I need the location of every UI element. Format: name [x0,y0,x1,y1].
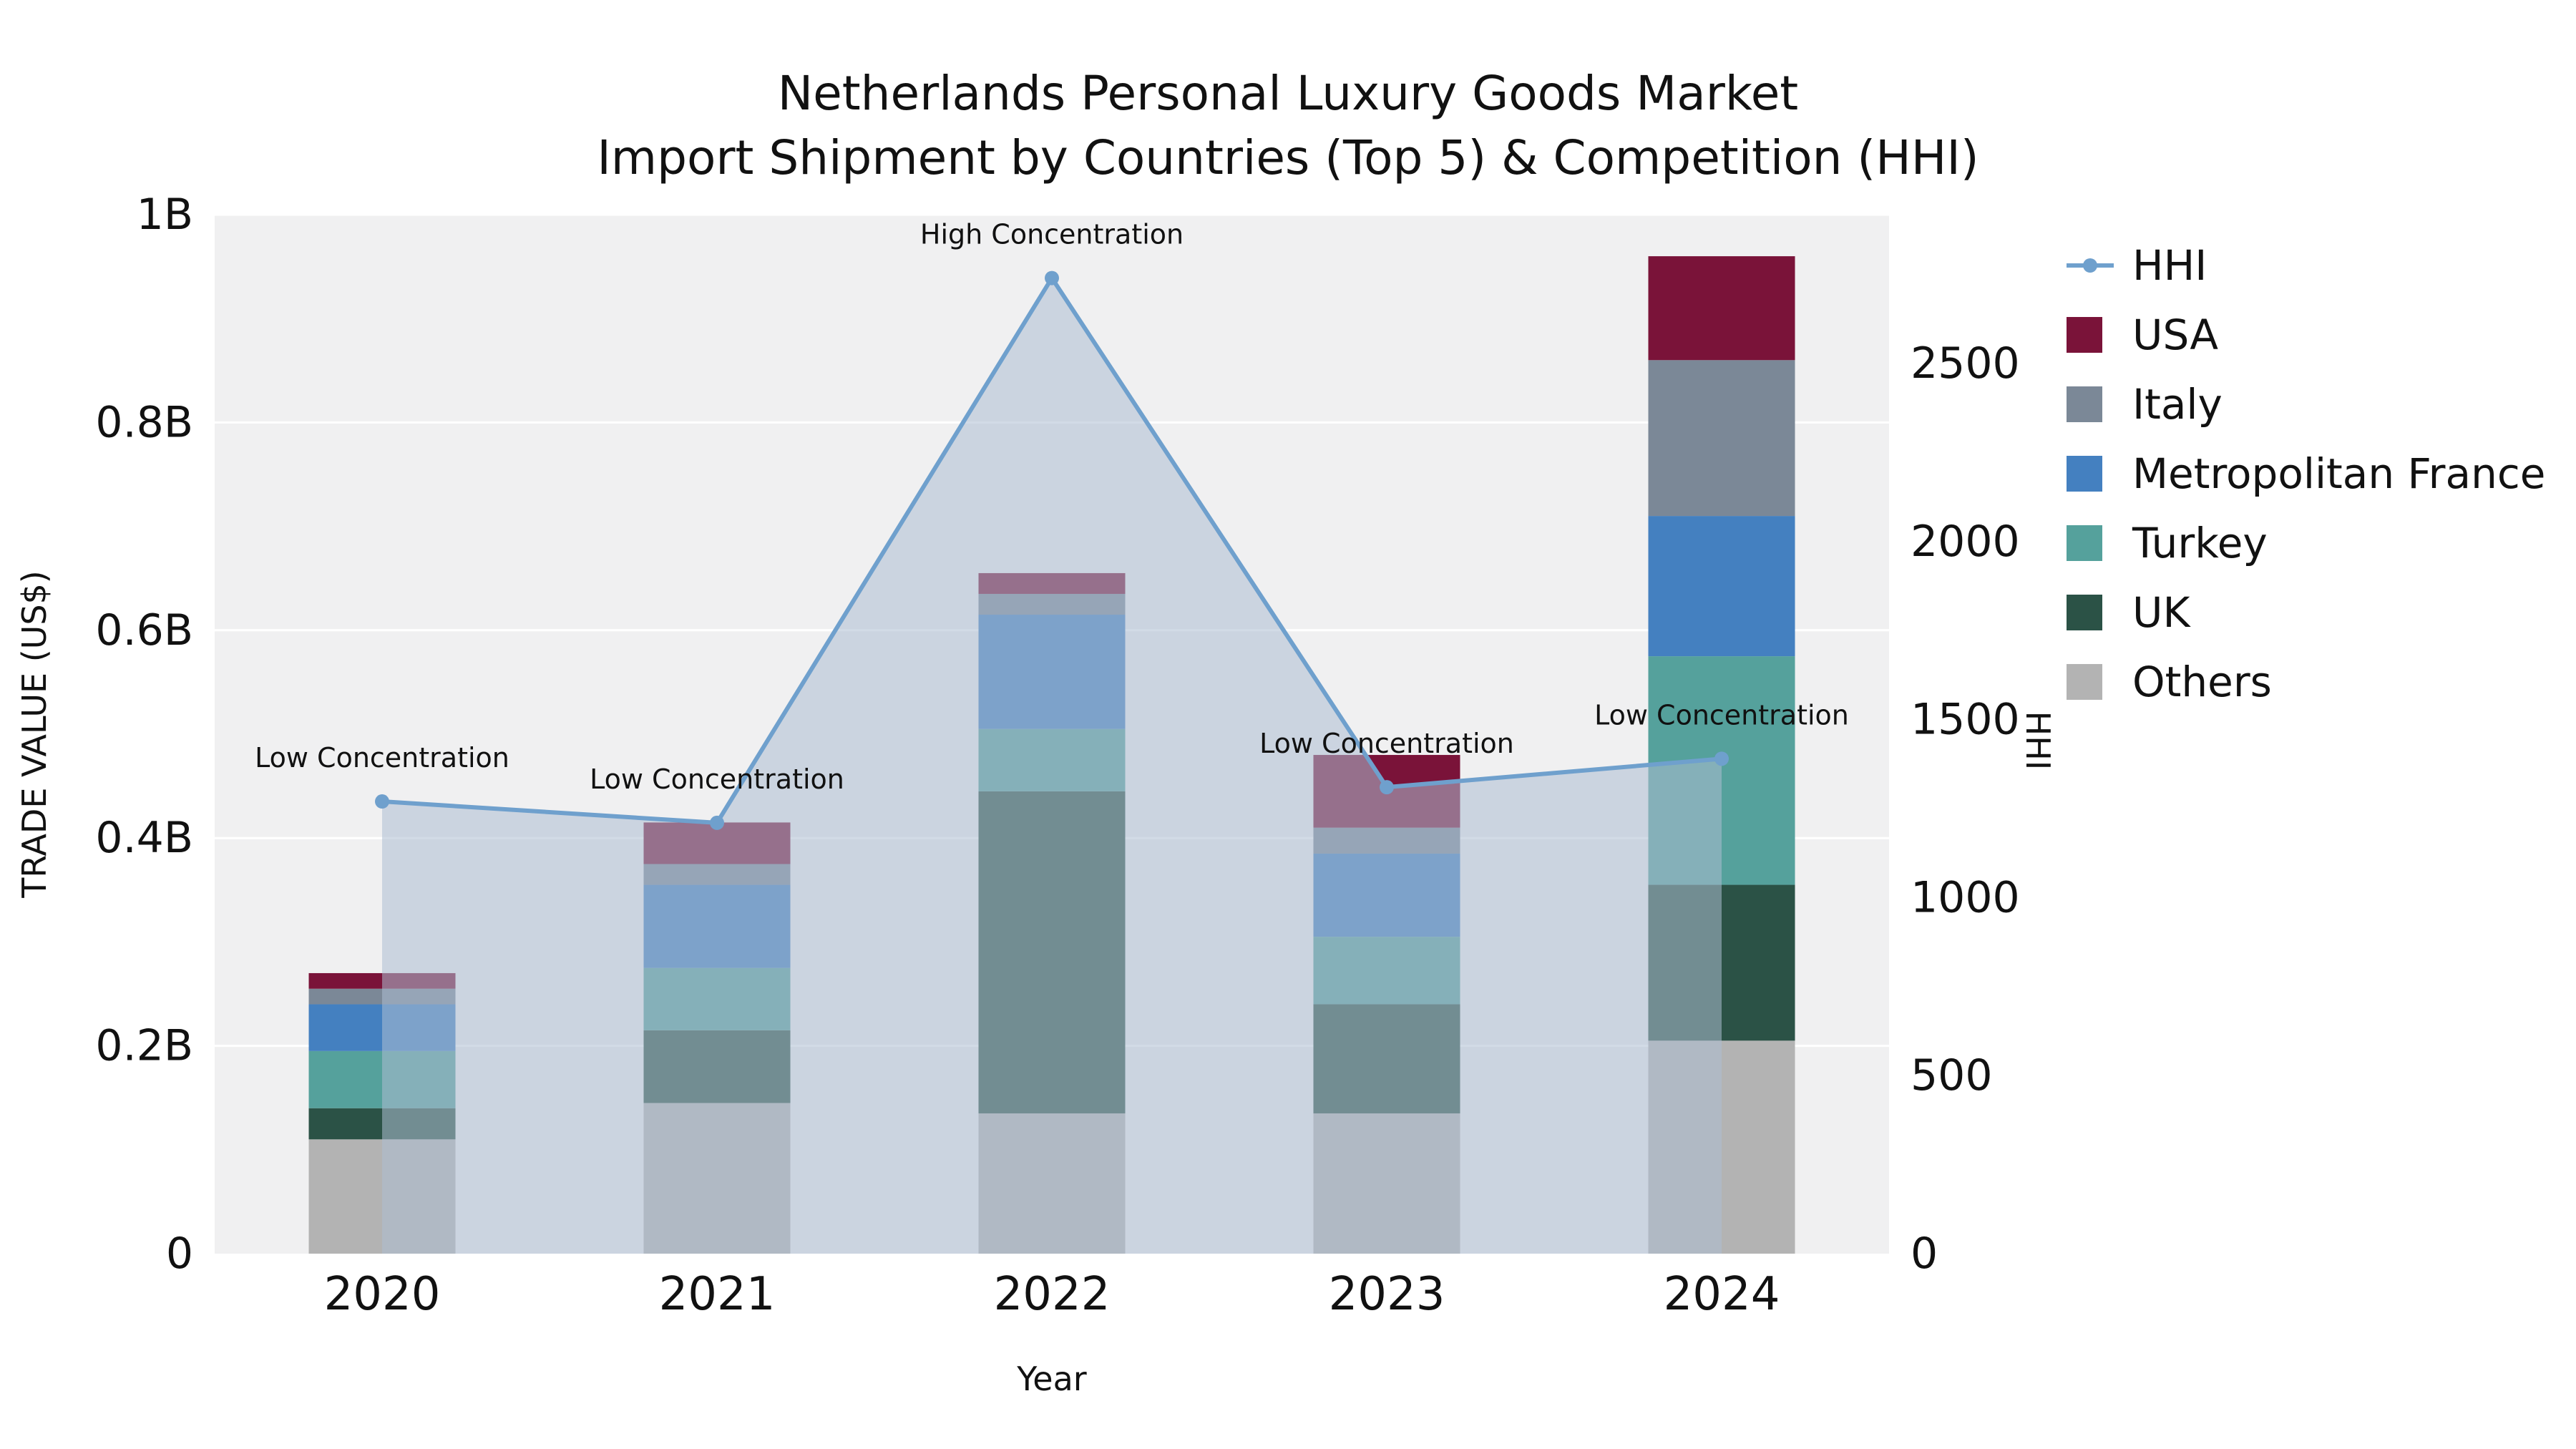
legend-label: UK [2132,587,2190,637]
legend-item-metropolitan-france[interactable]: Metropolitan France [2067,439,2545,508]
hhi-marker-2020 [375,794,389,809]
chart-title-line2: Import Shipment by Countries (Top 5) & C… [597,130,1979,185]
y-left-tick-0.2B: 0.2B [95,1021,193,1071]
hhi-marker-2023 [1380,780,1394,795]
legend-item-turkey[interactable]: Turkey [2067,508,2545,577]
hhi-marker-2022 [1045,270,1059,286]
legend-item-italy[interactable]: Italy [2067,369,2545,439]
y-right-tick-0: 0 [1911,1229,1938,1279]
y-left-tick-0.8B: 0.8B [95,397,193,447]
y-right-tick-2500: 2500 [1911,338,2020,389]
legend-swatch-usa [2067,316,2114,353]
x-tick-2021: 2021 [659,1268,776,1321]
bar-segment-2024-italy [1648,360,1795,517]
annotation-2022: High Concentration [920,219,1184,250]
y-left-tick-0.4B: 0.4B [95,813,193,863]
y-left-tick-1B: 1B [137,190,193,240]
hhi-marker-2024 [1714,751,1729,766]
legend-item-hhi[interactable]: HHI [2067,230,2545,300]
chart-title-line1: Netherlands Personal Luxury Goods Market [777,66,1799,121]
legend-swatch-italy [2067,386,2114,422]
x-tick-2022: 2022 [994,1268,1111,1321]
y-left-tick-0.6B: 0.6B [95,605,193,655]
legend-swatch-metropolitan-france [2067,455,2114,492]
annotation-2021: Low Concentration [590,763,844,795]
legend-label: USA [2132,310,2219,359]
annotation-2023: Low Concentration [1259,728,1514,759]
bar-segment-2024-usa [1648,256,1795,361]
y-right-tick-2000: 2000 [1911,517,2020,567]
legend-item-others[interactable]: Others [2067,647,2545,716]
legend-swatch-turkey [2067,525,2114,561]
y-left-tick-0: 0 [166,1229,193,1279]
legend-swatch-others [2067,663,2114,700]
legend-label: Others [2132,657,2272,706]
annotation-2020: Low Concentration [255,742,509,774]
x-tick-2023: 2023 [1329,1268,1445,1321]
legend-label: Italy [2132,379,2223,429]
chart-title: Netherlands Personal Luxury Goods Market… [0,62,2576,190]
legend-label: HHI [2132,240,2207,290]
y-right-tick-1000: 1000 [1911,872,2020,922]
legend-item-usa[interactable]: USA [2067,300,2545,369]
y-right-tick-1500: 1500 [1911,695,2020,745]
legend-swatch-uk [2067,594,2114,630]
y-right-tick-500: 500 [1911,1050,1993,1101]
y-axis-left-title: TRADE VALUE (US$) [15,570,54,898]
legend-label: Metropolitan France [2132,449,2546,498]
legend: HHI USA Italy Metropolitan France Turkey UK Ot… [2067,230,2545,716]
annotation-2024: Low Concentration [1594,699,1849,731]
x-axis-title: Year [1017,1360,1087,1398]
legend-item-uk[interactable]: UK [2067,577,2545,647]
legend-line-marker [2067,247,2114,284]
legend-label: Turkey [2132,518,2268,567]
hhi-area [382,278,1722,1254]
x-tick-2024: 2024 [1664,1268,1780,1321]
hhi-marker-2021 [710,815,724,830]
bar-segment-2024-metropolitan-france [1648,516,1795,657]
y-axis-right-title: HHI [2019,711,2057,771]
x-tick-2020: 2020 [324,1268,441,1321]
